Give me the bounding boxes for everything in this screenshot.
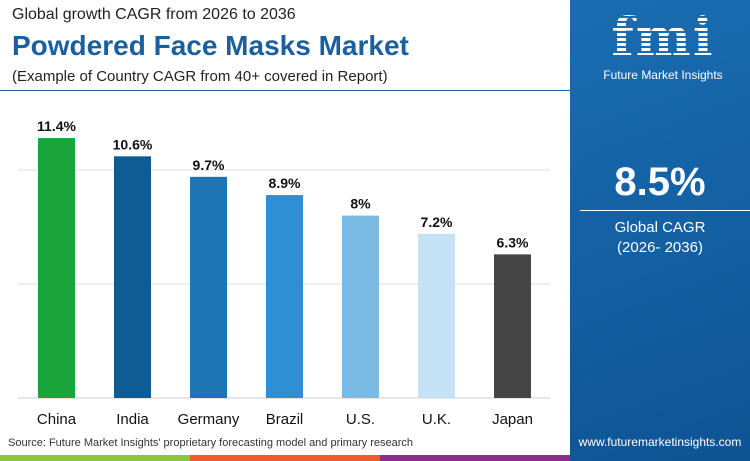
bar-china: [38, 138, 75, 398]
summary-panel: fmi Future Market Insights 8.5% Global C…: [570, 0, 750, 461]
x-tick-label: Japan: [492, 411, 533, 428]
bar-uk: [418, 233, 455, 398]
logo-mark: fmi: [598, 8, 728, 68]
x-tick-label: India: [116, 411, 149, 428]
data-label: 6.3%: [497, 234, 529, 250]
stripe-purple: [380, 455, 570, 461]
bar-brazil: [266, 195, 303, 398]
cagr-label: Global CAGR: [614, 219, 706, 236]
global-cagr-value: 8.5%: [614, 160, 706, 204]
bar-india: [114, 156, 151, 398]
bar-chart: 11.4% China 10.6% India 9.7% Germany 8.9% Brazi…: [18, 118, 550, 428]
bar-japan: [494, 254, 531, 398]
divider: [580, 210, 750, 211]
data-label: 8%: [350, 196, 371, 212]
chart-title: Powdered Face Masks Market: [12, 30, 409, 61]
stripe-orange: [190, 455, 380, 461]
stripe-green: [0, 455, 190, 461]
x-tick-label: China: [37, 411, 77, 428]
divider: [0, 90, 570, 91]
data-label: 10.6%: [113, 136, 153, 152]
data-label: 8.9%: [269, 175, 301, 191]
x-tick-label: U.S.: [346, 411, 375, 428]
brand-name: Future Market Insights: [603, 68, 723, 82]
cagr-period: (2026- 2036): [617, 239, 703, 256]
x-tick-label: Germany: [178, 411, 240, 428]
website-link[interactable]: www.futuremarketinsights.com: [578, 435, 742, 449]
source-note: Source: Future Market Insights' propriet…: [8, 437, 413, 449]
bar-us: [342, 215, 379, 398]
x-tick-label: U.K.: [422, 411, 451, 428]
data-label: 7.2%: [421, 214, 453, 230]
chart-kicker: Global growth CAGR from 2026 to 2036: [12, 6, 296, 23]
global-cagr-label: Global CAGR (2026- 2036): [570, 218, 750, 258]
x-tick-label: Brazil: [266, 411, 304, 428]
chart-subtitle: (Example of Country CAGR from 40+ covere…: [12, 68, 388, 85]
data-label: 11.4%: [37, 118, 76, 134]
bar-germany: [190, 176, 227, 398]
fmi-logo: fmi Future Market Insights: [598, 8, 728, 83]
data-label: 9.7%: [193, 157, 225, 173]
